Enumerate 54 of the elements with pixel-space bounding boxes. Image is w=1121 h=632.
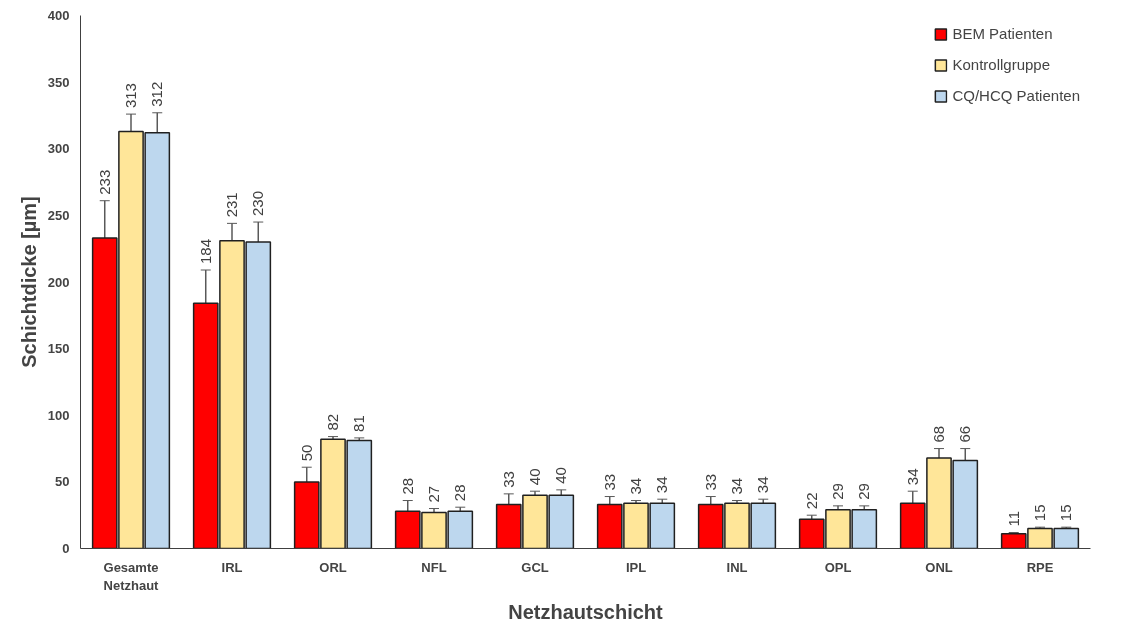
x-tick-label: GCL (521, 559, 549, 575)
y-axis-title: Schichtdicke [µm] (17, 196, 40, 368)
y-tick-label: 400 (47, 8, 70, 23)
y-tick-label: 150 (47, 341, 70, 357)
data-label: 15 (1031, 504, 1048, 522)
x-tick-label: NFL (421, 559, 447, 575)
x-tick-label: INL (726, 559, 748, 575)
x-axis-title: Netzhautschicht (508, 600, 664, 623)
x-tick-label: ONL (925, 559, 953, 575)
legend-label: CQ/HCQ Patienten (952, 87, 1080, 104)
data-label: 11 (1004, 510, 1022, 527)
y-tick-label: 350 (47, 74, 70, 90)
legend-label: BEM Patienten (952, 25, 1053, 42)
y-tick-label: 100 (47, 407, 70, 423)
data-label: 34 (728, 477, 745, 495)
data-label: 33 (499, 471, 517, 488)
data-label: 29 (829, 483, 846, 500)
data-label: 313 (122, 83, 139, 109)
x-tick-label: IRL (221, 559, 243, 575)
y-tick-label: 300 (47, 141, 70, 157)
x-tick-label: Gesamte Netzhaut (103, 559, 160, 593)
x-tick-label: RPE (1026, 559, 1054, 575)
data-label: 184 (196, 238, 214, 265)
data-label: 29 (855, 483, 873, 500)
data-label: 33 (701, 473, 719, 491)
legend-label: Kontrollgruppe (952, 56, 1051, 73)
data-label: 40 (526, 468, 543, 486)
data-label: 28 (451, 484, 469, 502)
data-label: 22 (802, 492, 820, 510)
data-label: 81 (350, 415, 368, 432)
data-label: 66 (956, 425, 974, 443)
data-label: 82 (324, 413, 341, 431)
x-tick-label: OPL (824, 559, 852, 575)
data-label: 34 (653, 476, 671, 494)
y-tick-label: 50 (55, 474, 70, 490)
data-label: 233 (95, 169, 113, 195)
data-label: 50 (297, 444, 315, 462)
x-tick-label: IPL (625, 559, 647, 575)
data-label: 27 (425, 485, 442, 503)
data-label: 34 (754, 476, 772, 494)
data-label: 34 (627, 477, 644, 495)
y-tick-label: 250 (47, 207, 70, 223)
data-label: 28 (398, 477, 416, 495)
y-tick-label: 0 (62, 541, 70, 556)
y-tick-label: 200 (47, 274, 70, 290)
data-label: 230 (249, 191, 267, 217)
data-label: 68 (930, 425, 947, 443)
data-label: 33 (600, 473, 618, 491)
data-label: 312 (148, 81, 166, 107)
x-tick-label: ORL (319, 559, 347, 575)
data-label: 40 (552, 467, 570, 484)
data-label: 231 (223, 192, 240, 218)
data-label: 15 (1057, 504, 1075, 522)
data-label: 34 (903, 468, 921, 486)
